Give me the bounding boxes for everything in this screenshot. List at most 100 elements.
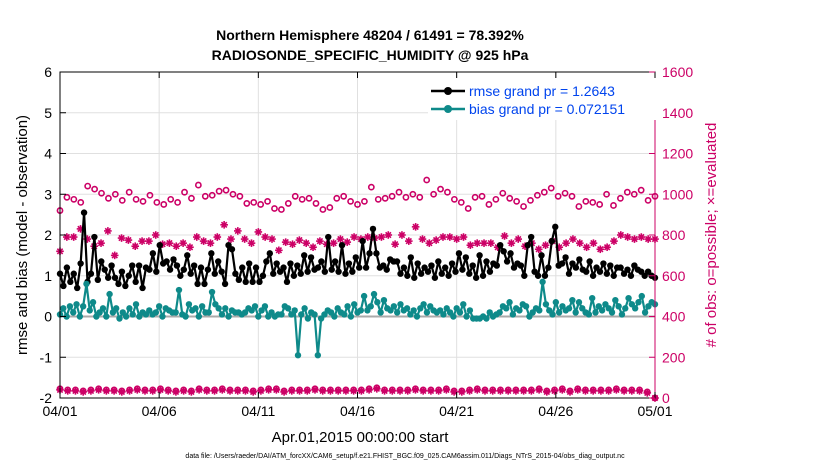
obs-possible-point (430, 190, 438, 198)
obs-evaluated-stroke (95, 386, 102, 394)
obs-evaluated-point (71, 387, 80, 395)
obs-evaluated-stroke (316, 237, 324, 245)
y-tick-label: 2 (44, 227, 52, 243)
obs-evaluated-stroke (241, 235, 248, 243)
obs-possible-point (561, 189, 569, 197)
obs-evaluated-point (148, 387, 157, 395)
rmse-point (208, 250, 215, 257)
obs-evaluated-stroke (373, 385, 381, 393)
obs-evaluated-point (519, 387, 528, 395)
data-file-footer: data file: /Users/raeder/DAI/ATM_forcXX/… (185, 453, 625, 460)
rmse-point (297, 270, 304, 277)
bias-point (215, 305, 222, 312)
rmse-point (558, 260, 566, 267)
obs-possible-point (139, 197, 147, 205)
obs-possible-point (271, 205, 278, 212)
obs-possible-point (547, 184, 555, 192)
rmse-point (383, 266, 390, 273)
bias-point (112, 305, 120, 312)
obs-possible-point (374, 195, 382, 203)
obs-evaluated-stroke (542, 241, 549, 249)
obs-evaluated-point (425, 239, 434, 247)
obs-evaluated-point (206, 239, 215, 247)
bias-point (615, 303, 622, 310)
rmse-point (627, 272, 635, 279)
obs-evaluated-stroke (304, 387, 311, 395)
bias-point (106, 290, 113, 298)
rmse-point (135, 262, 143, 269)
bias-point (555, 309, 563, 316)
obs-evaluated-stroke (79, 388, 87, 396)
bias-point (370, 290, 378, 298)
obs-possible-point (298, 195, 306, 203)
obs-evaluated-stroke (350, 387, 357, 395)
rmse-point (273, 260, 280, 267)
obs-evaluated-stroke (255, 228, 262, 236)
rmse-point (129, 262, 136, 269)
obs-evaluated-stroke (309, 243, 317, 251)
obs-possible-point (533, 191, 541, 199)
y-right-tick-label: 1400 (662, 105, 693, 121)
obs-evaluated-point (434, 387, 443, 395)
bias-point (420, 301, 427, 308)
obs-evaluated-point (186, 243, 194, 252)
rmse-point (576, 256, 583, 263)
rmse-point (146, 266, 153, 273)
obs-evaluated-point (316, 237, 324, 245)
obs-evaluated-point (326, 387, 335, 395)
obs-evaluated-stroke (489, 387, 496, 395)
obs-evaluated-point (172, 242, 181, 251)
obs-evaluated-point (172, 388, 180, 396)
bias-point (456, 309, 464, 316)
obs-evaluated-stroke (603, 243, 611, 251)
bias-point (63, 313, 70, 320)
obs-evaluated-stroke (435, 387, 442, 395)
bias-point (403, 305, 411, 312)
obs-evaluated-stroke (342, 387, 350, 395)
obs-evaluated-point (125, 387, 134, 395)
rmse-point (307, 254, 315, 261)
rmse-point (132, 278, 139, 286)
obs-evaluated-point (165, 239, 174, 247)
obs-evaluated-stroke (439, 233, 447, 241)
obs-possible-point (416, 193, 424, 201)
obs-possible-point (77, 198, 85, 206)
rmse-point (184, 252, 191, 259)
rmse-point (197, 264, 205, 271)
obs-evaluated-point (69, 233, 78, 241)
obs-evaluated-point (419, 387, 427, 395)
plot-area (56, 71, 659, 402)
obs-evaluated-point (156, 386, 165, 394)
obs-evaluated-point (504, 387, 512, 395)
obs-evaluated-stroke (211, 387, 218, 395)
rmse-point (211, 270, 218, 277)
rmse-point (527, 233, 535, 241)
rmse-point (325, 233, 332, 241)
bias-point (152, 309, 160, 316)
rmse-point (617, 264, 624, 271)
obs-evaluated-stroke (487, 239, 495, 247)
obs-evaluated-point (466, 241, 475, 249)
rmse-point (459, 266, 466, 273)
rmse-point (483, 258, 490, 265)
obs-possible-point (194, 181, 202, 189)
obs-evaluated-stroke (319, 387, 326, 395)
rmse-point (493, 262, 500, 269)
bias-point (536, 307, 543, 314)
obs-evaluated-point (496, 387, 505, 395)
rmse-point (80, 209, 88, 216)
rmse-point (270, 270, 277, 277)
obs-evaluated-point (507, 239, 516, 247)
obs-possible-point (492, 195, 500, 203)
obs-evaluated-point (391, 240, 399, 248)
x-tick-label: 04/16 (340, 403, 375, 419)
obs-evaluated-stroke (458, 388, 466, 396)
rmse-point (466, 270, 473, 277)
obs-evaluated-point (396, 387, 404, 395)
bias-point (347, 313, 355, 320)
obs-evaluated-point (226, 387, 234, 395)
obs-possible-point (637, 186, 645, 194)
obs-evaluated-stroke (405, 237, 413, 245)
obs-evaluated-stroke (644, 389, 651, 397)
bias-point (195, 313, 203, 320)
